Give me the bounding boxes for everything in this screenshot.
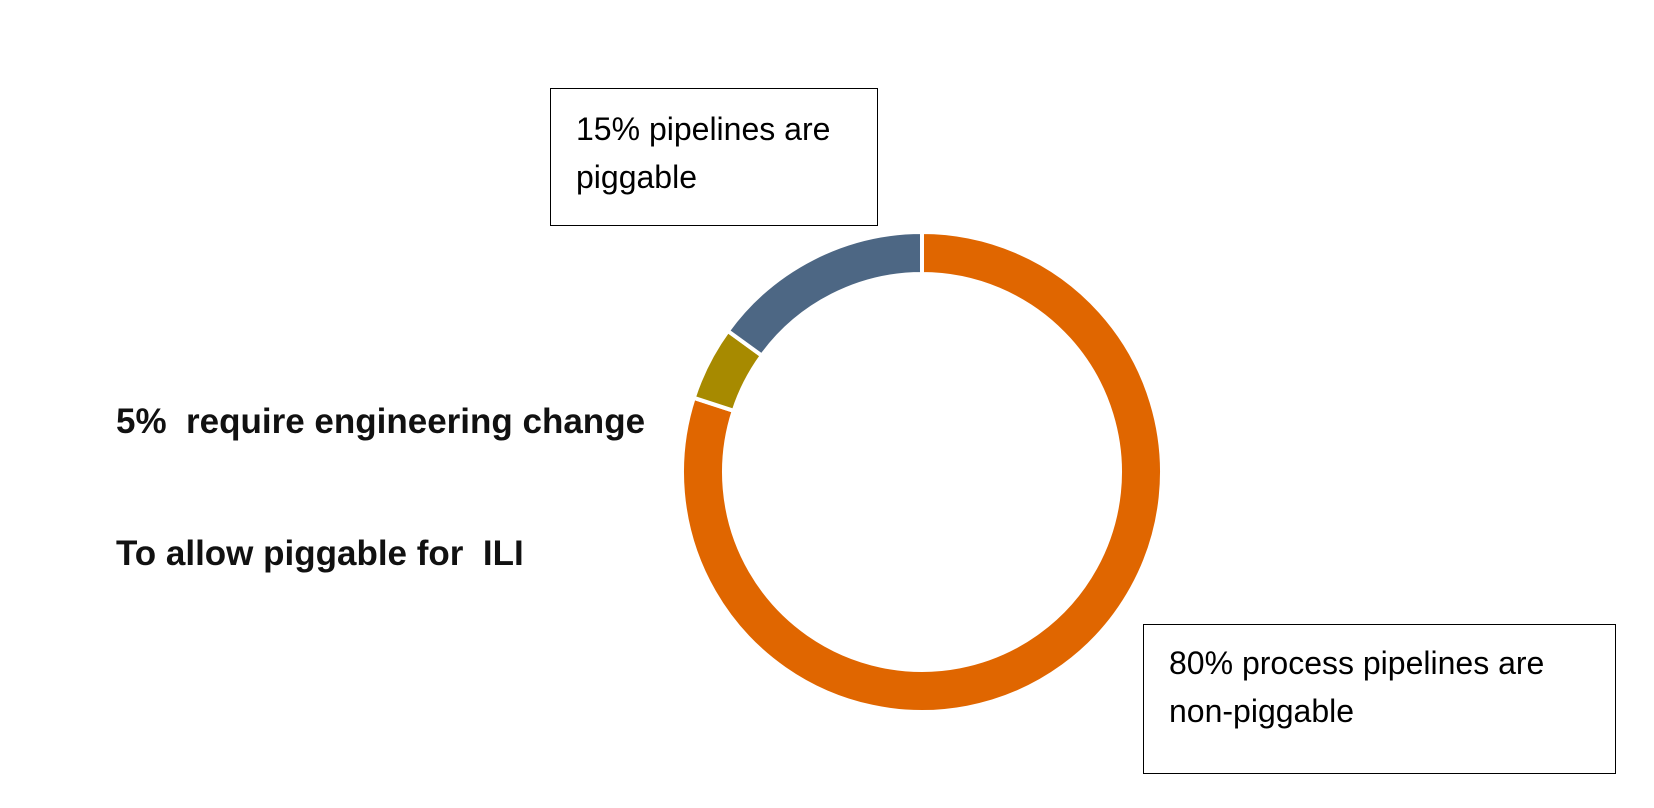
engineering-label-line-2: To allow piggable for ILI [116,534,524,573]
piggable-label-line-2: piggable [576,159,697,195]
non-piggable-label-box: 80% process pipelines are non-piggable [1143,624,1616,774]
non-piggable-slice [680,229,1164,714]
engineering-label-line-1: 5% require engineering change [116,402,646,441]
non-piggable-label-line-1: 80% process pipelines are [1169,645,1545,681]
piggable-slice [725,229,924,359]
donut-slices [680,229,1164,714]
non-piggable-label-line-2: non-piggable [1169,693,1355,729]
engineering-change-label: 5% require engineering change To allow p… [116,312,645,620]
piggable-label-line-1: 15% pipelines are [576,111,831,147]
piggable-label-box: 15% pipelines are piggable [550,88,878,226]
